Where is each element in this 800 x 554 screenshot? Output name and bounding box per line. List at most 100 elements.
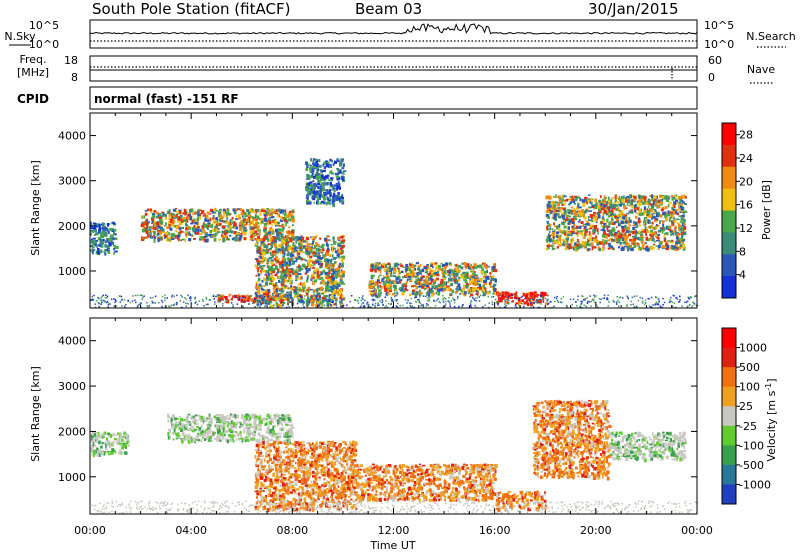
echo-cell (311, 184, 315, 187)
echo-cell (288, 226, 291, 229)
echo-cell (139, 294, 142, 297)
echo-cell (466, 283, 469, 286)
echo-cell (275, 228, 278, 233)
echo-cell (336, 159, 340, 163)
echo-cell (615, 301, 618, 303)
echo-cell (617, 299, 619, 302)
echo-cell (523, 305, 525, 308)
echo-cell (311, 185, 314, 189)
echo-cell (152, 220, 156, 224)
echo-cell (635, 226, 639, 228)
echo-cell (278, 261, 282, 265)
echo-cell (315, 261, 319, 263)
echo-cell (564, 195, 567, 198)
echo-cell (274, 258, 277, 263)
echo-cell (272, 229, 275, 232)
echo-cell (437, 291, 441, 296)
echo-cell (300, 275, 303, 280)
echo-cell (578, 225, 582, 229)
echo-cell (482, 294, 484, 297)
echo-cell (659, 305, 662, 308)
echo-cell (197, 226, 200, 229)
echo-cell (265, 250, 268, 253)
echo-cell (262, 292, 266, 296)
echo-cell (289, 270, 293, 274)
echo-cell (189, 297, 191, 299)
echo-cell (280, 303, 284, 307)
echo-cell (562, 207, 566, 211)
echo-cell (185, 222, 188, 227)
echo-cell (640, 197, 644, 199)
echo-cell (288, 260, 291, 265)
echo-cell (621, 233, 625, 236)
echo-cell (209, 299, 211, 301)
echo-cell (158, 302, 160, 304)
echo-cell (264, 301, 269, 305)
echo-cell (222, 211, 226, 215)
echo-cell (587, 239, 590, 242)
echo-cell (260, 269, 262, 272)
echo-cell (534, 301, 536, 303)
echo-cell (574, 227, 577, 230)
echo-cell (309, 267, 312, 270)
echo-cell (275, 268, 279, 270)
echo-cell (432, 273, 436, 275)
echo-cell (257, 264, 260, 267)
echo-cell (322, 256, 326, 259)
echo-cell (433, 300, 436, 302)
echo-cell (310, 249, 313, 253)
echo-cell (526, 302, 530, 307)
echo-cell (659, 227, 663, 231)
echo-cell (552, 216, 556, 219)
echo-cell (395, 300, 398, 302)
echo-cell (335, 268, 338, 271)
echo-cell (485, 265, 488, 270)
echo-cell (442, 272, 445, 276)
echo-cell (288, 293, 291, 297)
echo-cell (318, 245, 321, 248)
echo-cell (160, 220, 163, 224)
echo-cell (546, 210, 549, 213)
echo-cell (305, 248, 309, 253)
echo-cell (532, 298, 534, 301)
echo-cell (686, 306, 689, 308)
echo-cell (602, 297, 604, 300)
echo-cell (445, 265, 449, 267)
echo-cell (550, 200, 554, 204)
echo-cell (320, 175, 324, 179)
echo-cell (110, 298, 113, 301)
echo-cell (320, 263, 324, 267)
echo-cell (374, 302, 377, 305)
echo-cell (663, 245, 667, 248)
echo-cell (305, 252, 309, 256)
echo-cell (157, 238, 160, 243)
echo-cell (309, 243, 313, 245)
echo-cell (438, 300, 440, 303)
echo-cell (263, 277, 266, 282)
echo-cell (263, 294, 267, 297)
nave-tick-high: 60 (708, 54, 722, 67)
echo-cell (574, 216, 577, 221)
echo-cell (424, 266, 428, 270)
echo-cell (263, 295, 265, 299)
echo-cell (428, 299, 430, 302)
echo-cell (379, 282, 382, 284)
echo-cell (568, 211, 571, 214)
echo-cell (644, 226, 647, 231)
echo-cell (676, 298, 679, 300)
echo-cell (653, 241, 656, 243)
echo-cell (137, 304, 140, 306)
echo-cell (425, 277, 429, 281)
echo-cell (201, 238, 205, 241)
echo-cell (670, 213, 672, 217)
echo-cell (268, 248, 271, 250)
echo-cell (432, 283, 435, 285)
echo-cell (606, 210, 609, 213)
echo-cell (679, 299, 681, 301)
echo-cell (315, 171, 318, 176)
echo-cell (96, 246, 98, 249)
echo-cell (199, 232, 203, 236)
echo-cell (652, 199, 655, 202)
echo-cell (309, 166, 312, 171)
echo-cell (290, 300, 292, 303)
